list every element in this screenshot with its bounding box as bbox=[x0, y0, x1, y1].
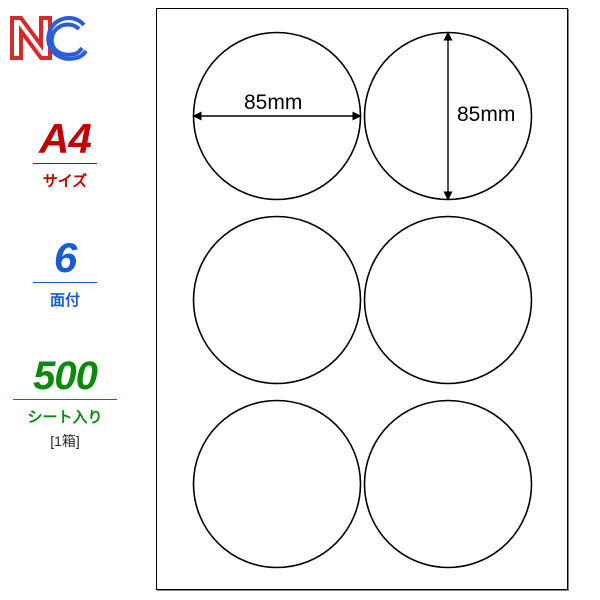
label-sheet-diagram: 85mm 85mm bbox=[156, 8, 568, 590]
dim-horizontal-text: 85mm bbox=[244, 91, 302, 114]
brand-logo bbox=[6, 14, 92, 62]
spec-block-1: 6 面付 bbox=[10, 237, 120, 310]
label-sheet-svg: 85mm 85mm bbox=[157, 9, 567, 589]
spec-underline-1 bbox=[33, 282, 97, 283]
spec-foot-2: [1箱] bbox=[10, 431, 120, 451]
brand-logo-svg bbox=[6, 14, 92, 62]
spec-sub-2: シート入り bbox=[10, 406, 120, 427]
label-circle-2-1 bbox=[365, 401, 532, 568]
spec-block-2: 500 シート入り [1箱] bbox=[10, 356, 120, 451]
spec-underline-0 bbox=[33, 163, 97, 164]
spec-underline-2 bbox=[13, 399, 117, 400]
label-circle-1-1 bbox=[365, 217, 532, 384]
spec-block-0: A4 サイズ bbox=[10, 118, 120, 191]
spec-sub-1: 面付 bbox=[10, 289, 120, 310]
label-circle-2-0 bbox=[194, 401, 361, 568]
label-circle-1-0 bbox=[194, 217, 361, 384]
spec-sub-0: サイズ bbox=[10, 170, 120, 191]
spec-labels: A4 サイズ 6 面付 500 シート入り [1箱] bbox=[10, 118, 120, 497]
spec-big-0: A4 bbox=[10, 118, 120, 160]
spec-big-1: 6 bbox=[10, 237, 120, 279]
dim-vertical-text: 85mm bbox=[457, 103, 515, 126]
spec-big-2: 500 bbox=[10, 356, 120, 396]
